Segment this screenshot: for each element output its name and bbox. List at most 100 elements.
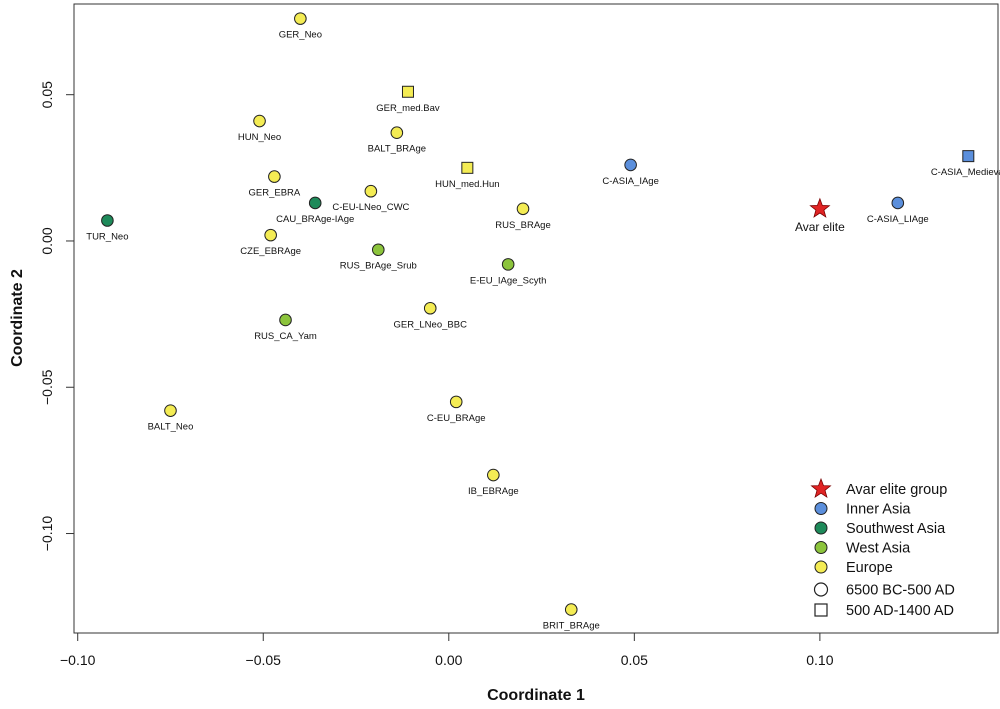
x-axis-title: Coordinate 1 [487, 687, 585, 704]
point-label: GER_med.Bav [376, 103, 440, 114]
x-axis: −0.10 −0.05 0.00 0.05 0.10 [60, 632, 834, 668]
plot-frame [73, 3, 999, 634]
data-point: GER_med.Bav [376, 85, 440, 114]
point-label: HUN_Neo [238, 132, 281, 143]
data-point: C-EU-LNeo_CWC [332, 184, 410, 213]
circle-marker [268, 170, 281, 183]
circle-marker [891, 196, 905, 210]
legend-item: West Asia [814, 541, 911, 557]
legend-circle-marker [814, 560, 828, 574]
point-label: Avar elite [795, 220, 845, 234]
point-label: BRIT_BRAge [543, 621, 600, 632]
circle-marker [501, 258, 515, 271]
point-label: CAU_BRAge-IAge [276, 214, 354, 225]
square-marker [962, 150, 975, 163]
legend-circle-marker [814, 502, 828, 515]
data-point: BRIT_BRAge [543, 603, 600, 632]
legend-item: 6500 BC-500 AD [813, 582, 955, 599]
x-tick-label: −0.05 [246, 652, 282, 668]
point-label: GER_Neo [279, 30, 322, 41]
legend-item: 500 AD-1400 AD [814, 603, 954, 619]
circle-marker [624, 158, 637, 172]
legend-star-marker [810, 477, 832, 499]
point-label: C-ASIA_LIAge [867, 214, 929, 225]
point-label: C-ASIA_Medieval [931, 167, 1000, 178]
data-point: RUS_BrAge_Srub [340, 243, 417, 272]
data-point: E-EU_IAge_Scyth [470, 258, 547, 286]
legend-circle-marker [813, 582, 829, 597]
y-axis: −0.10 −0.05 0.00 0.05 [39, 81, 75, 552]
data-point: CAU_BRAge-IAge [276, 196, 354, 225]
data-point: RUS_BRAge [495, 202, 551, 231]
legend-item: Europe [814, 560, 893, 576]
data-point: C-EU_BRAge [427, 395, 486, 424]
data-point: BALT_BRAge [368, 126, 426, 155]
square-marker [461, 161, 474, 174]
point-label: GER_EBRA [249, 188, 301, 199]
legend-circle-marker [814, 521, 828, 535]
circle-marker [101, 214, 114, 227]
point-label: RUS_BRAge [495, 220, 550, 231]
circle-marker [390, 126, 404, 140]
circle-marker [279, 313, 292, 327]
star-marker [809, 197, 831, 218]
circle-marker [253, 114, 266, 128]
data-point: GER_LNeo_BBC [394, 301, 468, 330]
point-label: IB_EBRAge [468, 486, 519, 497]
circle-marker [364, 184, 378, 198]
legend-label: Southwest Asia [846, 521, 946, 537]
point-label: C-EU-LNeo_CWC [332, 202, 409, 213]
circle-marker [487, 468, 500, 482]
legend-label: 6500 BC-500 AD [846, 583, 955, 599]
legend: Avar elite group Inner Asia Southwest Asia… [810, 477, 955, 619]
data-point: HUN_Neo [238, 114, 281, 143]
x-tick-label: 0.10 [806, 652, 833, 668]
circle-marker [449, 395, 463, 409]
y-tick-label: −0.05 [39, 369, 55, 405]
data-point: C-ASIA_Medieval [931, 150, 1000, 178]
legend-label: Avar elite group [846, 482, 947, 498]
data-points: GER_Neo GER_med.Bav HUN_Neo BALT_BRAge HUN_m… [86, 12, 1000, 632]
circle-marker [564, 603, 578, 616]
y-tick-label: 0.05 [39, 81, 55, 108]
point-label: RUS_CA_Yam [254, 331, 317, 342]
data-point: Avar elite [795, 197, 845, 234]
point-label: CZE_EBRAge [240, 246, 301, 257]
data-point: CZE_EBRAge [240, 228, 301, 257]
point-label: RUS_BrAge_Srub [340, 261, 417, 272]
legend-item: Inner Asia [814, 502, 911, 518]
legend-square-marker [814, 603, 828, 617]
point-label: C-EU_BRAge [427, 413, 486, 424]
circle-marker [164, 404, 177, 417]
legend-circle-marker [814, 541, 828, 554]
circle-marker [264, 228, 277, 242]
point-label: E-EU_IAge_Scyth [470, 275, 547, 286]
point-label: GER_LNeo_BBC [394, 319, 468, 330]
y-tick-label: −0.10 [39, 516, 55, 552]
circle-marker [294, 12, 307, 25]
point-label: C-ASIA_IAge [602, 176, 659, 187]
legend-item: Avar elite group [810, 477, 947, 499]
y-axis-title: Coordinate 2 [9, 269, 26, 367]
legend-label: 500 AD-1400 AD [846, 603, 954, 619]
data-point: BALT_Neo [148, 404, 193, 433]
y-tick-label: 0.00 [39, 227, 55, 254]
x-tick-label: 0.00 [435, 652, 462, 668]
data-point: C-ASIA_LIAge [867, 196, 929, 225]
circle-marker [516, 202, 530, 216]
data-point: HUN_med.Hun [435, 161, 500, 190]
circle-marker [308, 196, 322, 210]
point-label: BALT_BRAge [368, 144, 426, 155]
point-label: TUR_Neo [86, 231, 128, 242]
data-point: TUR_Neo [86, 214, 129, 242]
legend-label: West Asia [846, 541, 911, 557]
legend-label: Europe [846, 560, 893, 576]
circle-marker [371, 243, 385, 257]
circle-marker [423, 301, 437, 315]
data-point: GER_Neo [279, 12, 322, 41]
point-label: HUN_med.Hun [435, 179, 499, 190]
legend-item: Southwest Asia [814, 521, 946, 537]
data-point: C-ASIA_IAge [602, 158, 659, 187]
data-point: RUS_CA_Yam [254, 313, 317, 342]
